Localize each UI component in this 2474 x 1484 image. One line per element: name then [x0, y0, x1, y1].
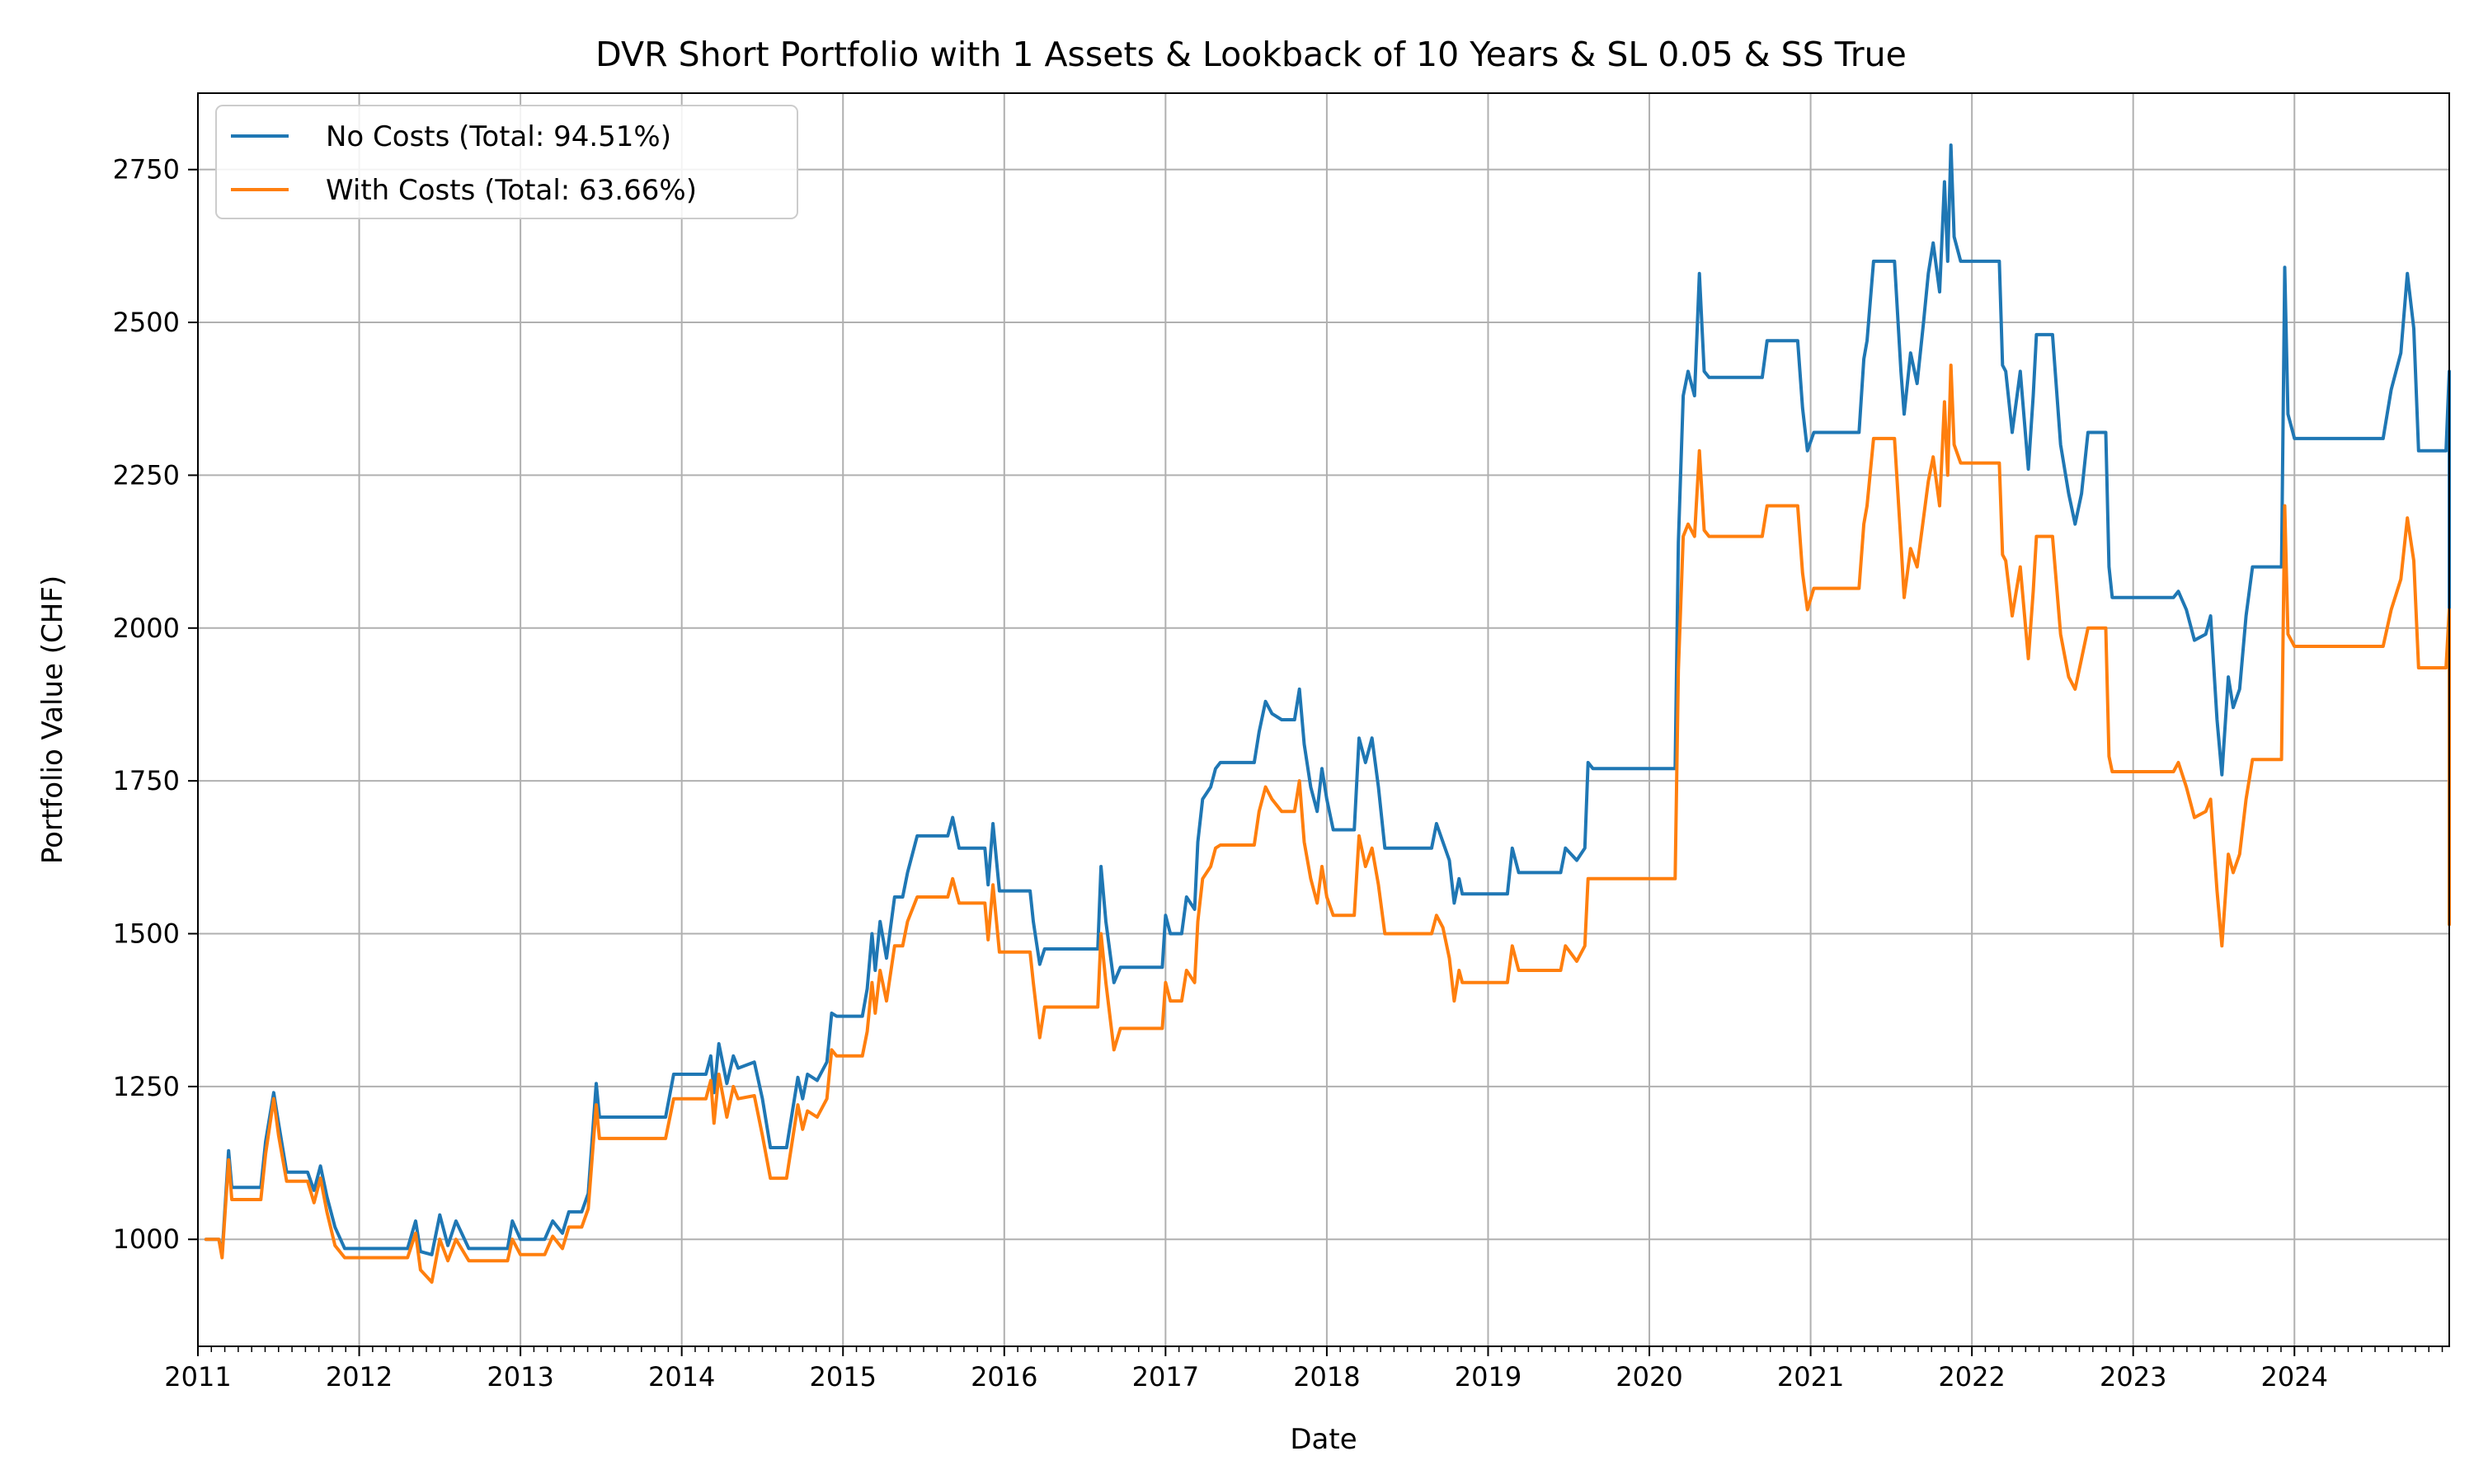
x-tick-label: 2024: [2261, 1361, 2328, 1392]
x-tick-label: 2018: [1293, 1361, 1360, 1392]
chart-title: DVR Short Portfolio with 1 Assets & Look…: [595, 35, 1907, 74]
x-axis-label: Date: [1290, 1423, 1357, 1456]
axis-ticks: 2011 2012 2013 2014 2015 2016 2017 2018 2019 2020…: [113, 154, 2443, 1392]
x-tick-label: 2014: [648, 1361, 715, 1392]
series-line-with-costs: [204, 364, 2451, 1284]
legend-box: [215, 105, 798, 219]
x-tick-label: 2013: [487, 1361, 553, 1392]
x-tick-label: 2021: [1777, 1361, 1844, 1392]
y-tick-label: 2500: [113, 307, 180, 338]
y-tick-label: 1500: [113, 918, 180, 950]
series-line-no-costs: [204, 143, 2451, 1256]
x-tick-label: 2011: [164, 1361, 231, 1392]
x-tick-label: 2023: [2100, 1361, 2166, 1392]
y-tick-label: 1000: [113, 1223, 180, 1255]
y-tick-label: 2250: [113, 459, 180, 491]
y-tick-label: 1250: [113, 1071, 180, 1102]
series-group: [204, 143, 2451, 1284]
x-tick-label: 2016: [971, 1361, 1037, 1392]
x-tick-label: 2020: [1616, 1361, 1682, 1392]
x-tick-label: 2015: [810, 1361, 877, 1392]
y-tick-label: 2000: [113, 613, 180, 644]
x-tick-label: 2012: [326, 1361, 393, 1392]
x-tick-label: 2019: [1455, 1361, 1522, 1392]
legend-label-with-costs: With Costs (Total: 63.66%): [326, 174, 697, 207]
plot-frame: [197, 92, 2450, 1347]
y-axis-label: Portfolio Value (CHF): [36, 575, 69, 864]
y-tick-label: 2750: [113, 154, 180, 186]
y-tick-label: 1750: [113, 765, 180, 796]
legend-label-no-costs: No Costs (Total: 94.51%): [326, 120, 671, 153]
x-tick-label: 2017: [1132, 1361, 1199, 1392]
x-tick-label: 2022: [1938, 1361, 2005, 1392]
legend: No Costs (Total: 94.51%) With Costs (Tot…: [215, 105, 798, 219]
